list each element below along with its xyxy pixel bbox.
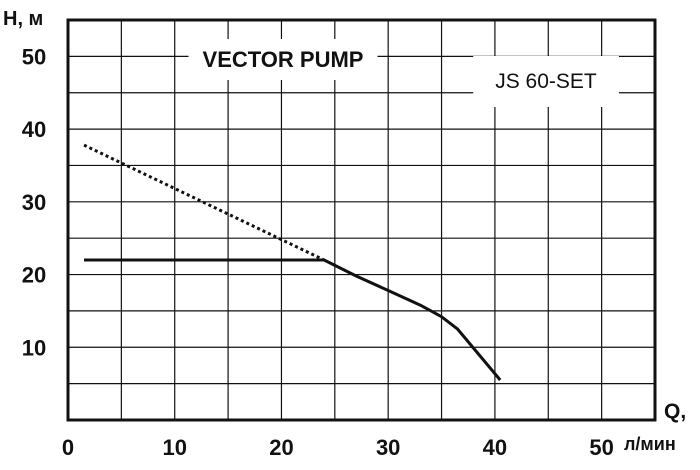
y-axis-label: H, м (3, 8, 43, 30)
x-axis-label-bottom: л/мин (624, 434, 676, 454)
y-tick-label: 10 (22, 335, 46, 360)
plot-frame (66, 18, 657, 422)
x-tick-label: 30 (376, 435, 400, 460)
tick-labels: 0 10 20 30 40 50 10 20 30 40 50 (22, 44, 614, 460)
performance-curve-line (84, 258, 502, 381)
y-tick-label: 30 (22, 190, 46, 215)
y-tick-label: 20 (22, 263, 46, 288)
model-label-background (473, 56, 619, 107)
label-backgrounds (188, 39, 619, 107)
model-label: JS 60-SET (495, 70, 597, 93)
title-background (188, 39, 378, 80)
x-tick-label: 10 (162, 435, 186, 460)
extrapolated-curve-line (83, 143, 325, 262)
y-tick-label: 50 (22, 44, 46, 69)
chart-title: VECTOR PUMP (203, 47, 364, 72)
y-tick-label: 40 (22, 117, 46, 142)
x-tick-label: 40 (483, 435, 507, 460)
x-tick-label: 50 (589, 435, 613, 460)
series (83, 143, 502, 381)
x-axis-label-top: Q, (664, 400, 686, 423)
x-tick-label: 0 (62, 435, 74, 460)
x-tick-label: 20 (269, 435, 293, 460)
